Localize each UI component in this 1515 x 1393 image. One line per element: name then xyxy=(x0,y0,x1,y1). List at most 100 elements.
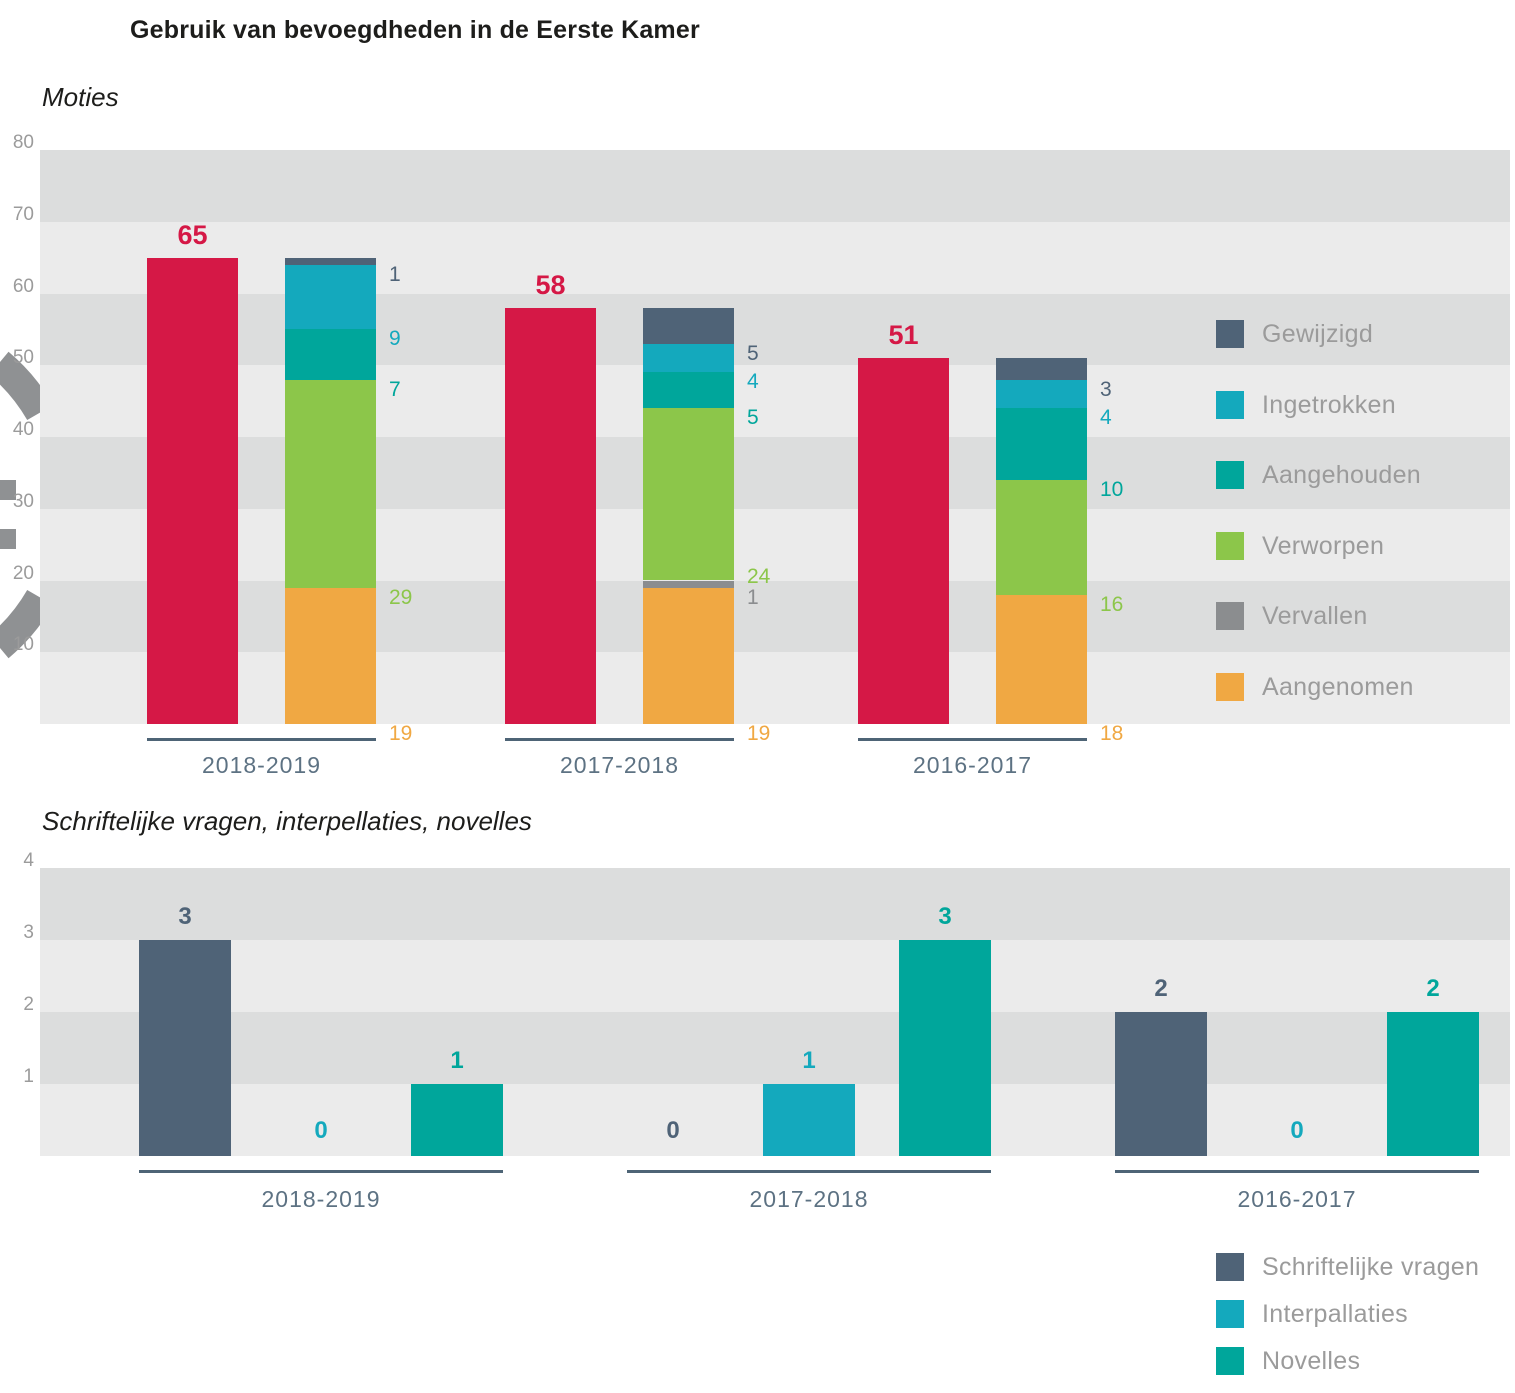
group-axis-line xyxy=(858,738,1087,741)
segment-value-label: 19 xyxy=(389,722,413,745)
bar-value-label: 0 xyxy=(666,1117,680,1144)
page-title: Gebruik van bevoegdheden in de Eerste Ka… xyxy=(130,16,700,44)
bar-novelles xyxy=(411,1084,503,1156)
segment-value-label: 3 xyxy=(1100,377,1112,401)
y-axis-tick-label: 10 xyxy=(12,634,34,656)
y-axis-tick-label: 50 xyxy=(12,347,34,369)
group-axis-line xyxy=(139,1170,503,1173)
stacked-segment-aangenomen xyxy=(996,594,1087,724)
segment-value-label: 29 xyxy=(389,585,413,609)
legend-swatch-verworpen xyxy=(1216,531,1244,560)
legend-swatch-aangenomen xyxy=(1216,673,1244,701)
bar-schriftelijke-vragen xyxy=(139,940,231,1156)
y-axis-tick-label: 60 xyxy=(12,275,34,297)
category-label: 2018-2019 xyxy=(261,1186,381,1212)
stacked-segment-aangehouden xyxy=(285,329,376,380)
stacked-segment-gewijzigd xyxy=(285,257,376,265)
group-axis-line xyxy=(627,1170,991,1173)
legend-label: Ingetrokken xyxy=(1262,390,1396,419)
segment-value-label: 7 xyxy=(389,377,401,401)
legend-label: Vervallen xyxy=(1262,602,1368,631)
bar-value-label: 1 xyxy=(802,1047,816,1074)
bar-value-label: 2 xyxy=(1426,975,1440,1002)
bar-value-label: 1 xyxy=(450,1047,464,1074)
y-axis-tick-label: 1 xyxy=(23,1066,34,1087)
stacked-segment-verworpen xyxy=(996,480,1087,595)
segment-value-label: 24 xyxy=(747,564,771,588)
bar-value-label: 0 xyxy=(314,1117,328,1144)
legend-swatch-aangehouden xyxy=(1216,461,1244,490)
stacked-segment-ingetrokken xyxy=(643,343,734,373)
hemicycle-arc-top xyxy=(0,351,54,421)
grid-band xyxy=(40,940,1510,1012)
bar-novelles xyxy=(1387,1012,1479,1156)
category-label: 2016-2017 xyxy=(913,752,1032,778)
legend-swatch-vervallen xyxy=(1216,602,1244,631)
category-label: 2018-2019 xyxy=(202,752,321,778)
stacked-segment-vervallen xyxy=(643,580,734,588)
bar-value-label: 2 xyxy=(1154,975,1168,1002)
stacked-segment-aangehouden xyxy=(996,408,1087,481)
legend-swatch-ingetrokken xyxy=(1216,390,1244,419)
legend-label: Interpallaties xyxy=(1262,1300,1408,1328)
hemicycle-seat xyxy=(0,529,16,549)
y-axis-tick-label: 70 xyxy=(12,203,34,225)
y-axis-tick-label: 3 xyxy=(23,922,34,943)
legend-label: Aangehouden xyxy=(1262,461,1422,490)
y-axis-tick-label: 20 xyxy=(12,562,34,584)
category-label: 2017-2018 xyxy=(560,752,679,778)
legend-label: Verworpen xyxy=(1262,531,1385,560)
group-axis-line xyxy=(147,738,376,741)
y-axis-tick-label: 4 xyxy=(23,850,34,871)
chart-moties-subtitle: Moties xyxy=(42,82,119,112)
stacked-segment-gewijzigd xyxy=(996,358,1087,380)
segment-value-label: 19 xyxy=(747,722,771,745)
segment-value-label: 1 xyxy=(389,262,401,286)
legend-swatch-novelles xyxy=(1216,1347,1244,1375)
segment-value-label: 10 xyxy=(1100,478,1124,502)
legend-label: Aangenomen xyxy=(1262,673,1414,701)
bar-schriftelijke-vragen xyxy=(1115,1012,1207,1156)
legend-label: Novelles xyxy=(1262,1347,1361,1375)
category-label: 2017-2018 xyxy=(749,1186,869,1212)
grid-band xyxy=(40,868,1510,940)
y-axis-tick-label: 80 xyxy=(12,132,34,153)
total-value-label: 58 xyxy=(535,269,566,300)
stacked-segment-verworpen xyxy=(643,408,734,581)
chart-vragen-subtitle: Schriftelijke vragen, interpellaties, no… xyxy=(42,806,532,836)
bar-value-label: 3 xyxy=(178,903,192,930)
stacked-segment-verworpen xyxy=(285,379,376,588)
stacked-segment-aangenomen xyxy=(643,587,734,724)
grid-band xyxy=(40,1012,1510,1084)
segment-value-label: 9 xyxy=(389,327,401,351)
grid-band xyxy=(40,150,1510,222)
stacked-segment-ingetrokken xyxy=(285,264,376,330)
category-label: 2016-2017 xyxy=(1237,1186,1357,1212)
total-bar xyxy=(858,358,949,724)
legend-swatch-gewijzigd xyxy=(1216,320,1244,348)
hemicycle-seat xyxy=(0,480,16,500)
segment-value-label: 5 xyxy=(747,341,759,365)
total-bar xyxy=(147,257,238,724)
group-axis-line xyxy=(505,738,734,741)
bar-novelles xyxy=(899,940,991,1156)
legend-swatch-schriftelijke-vragen xyxy=(1216,1253,1244,1281)
segment-value-label: 5 xyxy=(747,406,759,430)
total-bar xyxy=(505,307,596,724)
stacked-segment-gewijzigd xyxy=(643,307,734,344)
group-axis-line xyxy=(1115,1170,1479,1173)
segment-value-label: 1 xyxy=(747,585,759,609)
y-axis-tick-label: 2 xyxy=(23,994,34,1015)
stacked-segment-aangehouden xyxy=(643,372,734,409)
bar-value-label: 3 xyxy=(938,903,952,930)
stacked-segment-aangenomen xyxy=(285,587,376,724)
segment-value-label: 4 xyxy=(1100,406,1112,430)
segment-value-label: 16 xyxy=(1100,592,1124,616)
legend-swatch-interpallaties xyxy=(1216,1300,1244,1328)
hemicycle-arc-bottom xyxy=(0,589,54,659)
segment-value-label: 4 xyxy=(747,370,759,394)
y-axis-tick-label: 40 xyxy=(12,419,34,440)
